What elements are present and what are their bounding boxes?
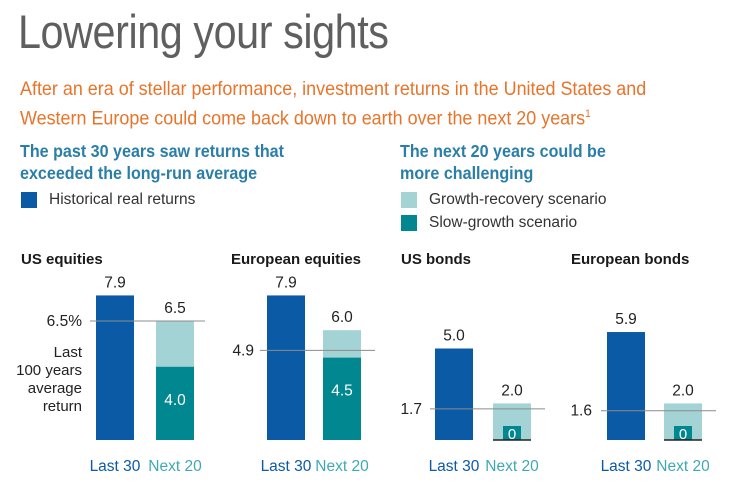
right-heading: The next 20 years could be more challeng… — [400, 141, 606, 183]
panel-4-average-label: 1.6 — [570, 403, 592, 420]
page-subtitle: After an era of stellar performance, inv… — [20, 77, 701, 132]
legend-slow: Slow-growth scenario — [401, 214, 577, 232]
panel-3-label-last30: 5.0 — [443, 328, 465, 345]
legend-historical: Historical real returns — [21, 191, 195, 209]
panel-3-tick-next20: Next 20 — [485, 458, 539, 475]
panel-4-bar-slow — [674, 426, 692, 440]
page-title: Lowering your sights — [18, 5, 389, 58]
panel-4-tick-next20: Next 20 — [656, 458, 710, 475]
panel-1-label-last30: 7.9 — [104, 274, 126, 291]
panel-4-label-last30: 5.9 — [615, 311, 637, 328]
panel-4-tick-last30: Last 30 — [601, 458, 652, 475]
legend-historical-label: Historical real returns — [49, 191, 196, 208]
panel-1-bar-slow — [156, 366, 194, 440]
panel-1-bar-last30 — [96, 295, 134, 440]
average-note-line-4: return — [43, 398, 82, 415]
panel-1-name: US equities — [21, 251, 103, 268]
legend-growth-swatch — [401, 192, 417, 208]
panel-2-bar-last30 — [267, 295, 305, 440]
legend-growth: Growth-recovery scenario — [401, 191, 606, 209]
average-note-line-3: average — [28, 380, 82, 397]
panel-3-tick-last30: Last 30 — [429, 458, 480, 475]
panel-4-label-growth: 2.0 — [672, 382, 694, 399]
panel-2-average-label: 4.9 — [232, 342, 254, 359]
panel-3-bar-last30 — [435, 348, 473, 440]
panel-1-tick-last30: Last 30 — [90, 458, 141, 475]
panel-2-label-growth: 6.0 — [331, 309, 353, 326]
legend-slow-label: Slow-growth scenario — [429, 214, 578, 231]
panel-4-bar-last30 — [607, 332, 645, 440]
panel-1-label-growth: 6.5 — [164, 300, 186, 317]
footnote-mark: 1 — [585, 108, 591, 120]
subtitle-text: After an era of stellar performance, inv… — [20, 78, 647, 130]
panel-3-average-label: 1.7 — [400, 401, 422, 418]
panel-1-average-label: 6.5% — [47, 313, 83, 330]
average-note-line-2: 100 years — [16, 362, 82, 379]
panel-2-name: European equities — [231, 251, 361, 268]
panel-1-tick-next20: Next 20 — [148, 458, 202, 475]
panel-2-label-last30: 7.9 — [275, 274, 297, 291]
legend-growth-label: Growth-recovery scenario — [429, 191, 607, 208]
panel-2-bar-slow — [323, 357, 361, 440]
panel-4-label-slow: 0 — [679, 426, 687, 443]
panel-4-name: European bonds — [571, 251, 689, 268]
panel-3-bar-slow — [503, 426, 521, 440]
panel-2-tick-next20: Next 20 — [315, 458, 369, 475]
legend-historical-swatch — [21, 192, 37, 208]
panel-2-label-slow: 4.5 — [331, 383, 353, 400]
average-note-line-1: Last — [54, 344, 83, 361]
panel-3-name: US bonds — [401, 251, 471, 268]
left-heading: The past 30 years saw returns that excee… — [20, 141, 284, 183]
panel-1-label-slow: 4.0 — [164, 392, 186, 409]
panel-3-label-growth: 2.0 — [501, 382, 523, 399]
panel-2-tick-last30: Last 30 — [261, 458, 312, 475]
panel-3-label-slow: 0 — [508, 426, 516, 443]
legend-slow-swatch — [401, 215, 417, 231]
